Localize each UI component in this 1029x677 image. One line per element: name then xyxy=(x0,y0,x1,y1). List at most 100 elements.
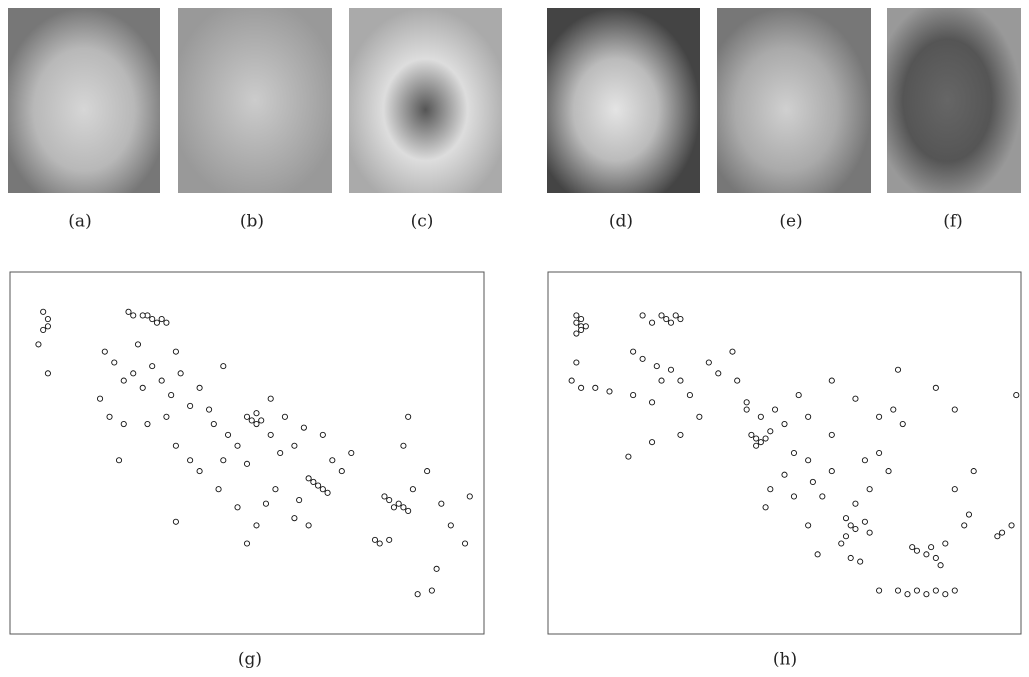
scatter-point xyxy=(828,431,835,438)
scatter-point xyxy=(248,417,255,424)
face-image xyxy=(349,8,502,193)
scatter-point xyxy=(447,522,454,529)
panel-label: (g) xyxy=(238,650,262,670)
scatter-point xyxy=(937,562,944,569)
scatter-point xyxy=(187,402,194,409)
scatter-point xyxy=(400,442,407,449)
scatter-point xyxy=(134,341,142,348)
scatter-point xyxy=(951,587,958,594)
scatter-point xyxy=(267,395,274,402)
scatter-point xyxy=(999,529,1006,536)
scatter-point xyxy=(234,442,241,449)
scatter-point xyxy=(172,442,179,449)
scatter-point xyxy=(40,308,47,315)
scatter-point xyxy=(163,413,170,420)
scatter-point xyxy=(224,431,232,438)
scatter-point xyxy=(876,587,883,594)
scatter-point xyxy=(757,439,764,446)
scatter-point xyxy=(168,392,175,399)
panel-label: (e) xyxy=(779,212,802,232)
scatter-point xyxy=(677,316,684,323)
scatter-point xyxy=(923,591,930,598)
scatter-point xyxy=(819,493,826,500)
scatter-point xyxy=(44,316,51,323)
scatter-point xyxy=(172,348,179,355)
scatter-point xyxy=(111,359,118,366)
scatter-point xyxy=(894,366,902,373)
scatter-point xyxy=(734,377,741,384)
scatter-point xyxy=(805,413,812,420)
scatter-point xyxy=(630,392,637,399)
face-image xyxy=(717,8,871,193)
scatter-point xyxy=(639,312,646,319)
scatter-point xyxy=(409,486,416,493)
scatter-point xyxy=(653,363,660,370)
scatter-point xyxy=(582,323,589,330)
scatter-point xyxy=(433,565,440,572)
scatter-point xyxy=(438,500,445,507)
scatter-point xyxy=(319,431,326,438)
scatter-point xyxy=(206,406,213,413)
scatter-point xyxy=(158,377,165,384)
scatter-point xyxy=(852,525,859,533)
scatter-point xyxy=(649,319,656,326)
scatter-point xyxy=(281,413,288,420)
scatter-point xyxy=(305,522,312,529)
scatter-point xyxy=(305,475,312,482)
panel-label: (f) xyxy=(943,212,963,232)
scatter-point xyxy=(144,420,151,428)
scatter-point xyxy=(243,413,251,420)
scatter-point xyxy=(405,507,412,514)
scatter-point xyxy=(951,486,958,493)
scatter-point xyxy=(414,591,421,598)
scatter-point xyxy=(649,439,656,446)
scatter-point xyxy=(781,420,788,428)
scatter-point xyxy=(291,515,298,522)
scatter-point xyxy=(838,540,845,547)
scatter-point xyxy=(852,500,859,507)
scatter-point xyxy=(324,489,331,496)
scatter-point xyxy=(942,591,949,598)
scatter-point xyxy=(253,522,260,529)
scatter-point xyxy=(196,468,203,475)
scatter-point xyxy=(573,330,580,337)
scatter-point xyxy=(965,511,973,518)
scatter-point xyxy=(592,384,599,391)
scatter-point xyxy=(44,370,51,377)
scatter-point xyxy=(125,308,132,315)
scatter-point xyxy=(677,377,684,384)
scatter-point xyxy=(625,453,632,460)
scatter-point xyxy=(319,486,326,493)
scatter-point xyxy=(329,457,336,464)
scatter-point xyxy=(315,482,322,489)
scatter-point xyxy=(310,478,317,486)
scatter-point xyxy=(753,435,760,442)
scatter-point xyxy=(767,428,774,435)
plot-frame xyxy=(547,271,1022,635)
scatter-point xyxy=(272,486,279,493)
scatter-point xyxy=(790,449,798,457)
scatter-point xyxy=(696,413,703,420)
panel-label: (a) xyxy=(68,212,91,232)
scatter-point xyxy=(677,431,684,438)
scatter-point xyxy=(243,460,251,467)
scatter-point xyxy=(753,442,760,449)
scatter-point xyxy=(899,420,906,428)
scatter-point xyxy=(771,406,779,413)
scatter-point xyxy=(291,442,298,449)
scatter-point xyxy=(120,420,127,428)
scatter-point xyxy=(262,500,270,507)
scatter-point xyxy=(172,518,179,525)
scatter-point xyxy=(923,551,930,558)
scatter-point xyxy=(795,392,802,399)
scatter-point xyxy=(158,316,165,323)
scatter-point xyxy=(649,399,656,406)
scatter-point xyxy=(658,312,665,319)
scatter-point xyxy=(1008,522,1015,529)
scatter-point xyxy=(942,540,949,547)
scatter-point xyxy=(210,420,217,428)
scatter-point xyxy=(395,500,402,507)
scatter-point xyxy=(970,468,977,475)
scatter-point xyxy=(686,392,693,399)
scatter-point xyxy=(461,540,469,547)
